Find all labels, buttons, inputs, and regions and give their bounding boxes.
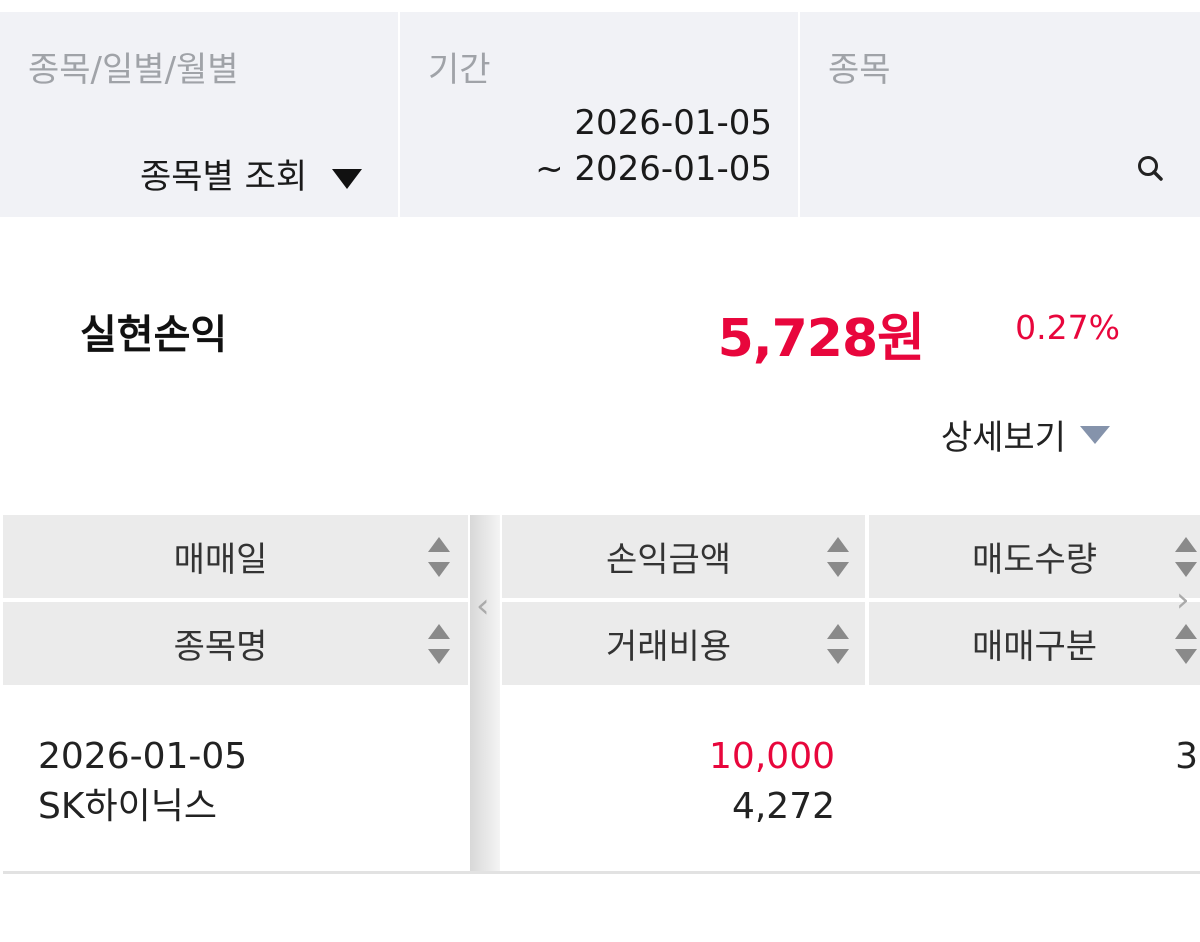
detail-label: 상세보기 — [940, 418, 1066, 458]
header-stock-name[interactable]: 종목명 — [3, 602, 468, 685]
header-trade-type-label: 매매구분 — [971, 627, 1098, 667]
view-type-value: 종목별 조회 — [139, 157, 308, 197]
sort-icon[interactable] — [428, 624, 450, 664]
scroll-right-icon[interactable]: › — [1176, 580, 1190, 620]
trade-date: 2026-01-05 — [38, 736, 248, 777]
header-cost[interactable]: 거래비용 — [502, 602, 865, 685]
period-end: ~ 2026-01-05 — [535, 149, 772, 189]
period-label: 기간 — [428, 50, 491, 90]
stock-label: 종목 — [828, 50, 891, 90]
dropdown-triangle-icon — [332, 168, 362, 189]
search-icon[interactable] — [1136, 154, 1166, 184]
period-filter[interactable]: 기간 2026-01-05 ~ 2026-01-05 — [400, 12, 798, 217]
header-stock-name-label: 종목명 — [173, 627, 268, 667]
detail-toggle[interactable]: 상세보기 — [941, 410, 1110, 459]
sell-qty: 3 — [1175, 736, 1198, 777]
sort-icon[interactable] — [827, 537, 849, 577]
header-sell-qty-label: 매도수량 — [971, 540, 1098, 580]
header-profit-label: 손익금액 — [605, 540, 732, 580]
stock-filter[interactable]: 종목 — [800, 12, 1200, 217]
sort-icon[interactable] — [827, 624, 849, 664]
period-start: 2026-01-05 — [574, 103, 772, 143]
realized-pnl-amount: 5,728원 — [717, 309, 925, 369]
realized-pnl-label: 실현손익 — [80, 312, 228, 358]
realized-pnl-rate: 0.27% — [1015, 308, 1120, 347]
header-trade-date-label: 매매일 — [173, 540, 268, 580]
view-type-label: 종목/일별/월별 — [28, 50, 239, 90]
row-divider — [3, 871, 1200, 874]
header-profit[interactable]: 손익금액 — [502, 515, 865, 598]
header-cost-label: 거래비용 — [605, 627, 732, 667]
scroll-shadow — [470, 515, 500, 872]
sort-icon[interactable] — [428, 537, 450, 577]
trade-cost: 4,272 — [731, 786, 835, 827]
header-sell-qty[interactable]: 매도수량 — [869, 515, 1200, 598]
header-trade-type[interactable]: 매매구분 — [869, 602, 1200, 685]
sort-icon[interactable] — [1175, 537, 1197, 577]
view-type-filter[interactable]: 종목/일별/월별 종목별 조회 — [0, 12, 398, 217]
sort-icon[interactable] — [1175, 624, 1197, 664]
chevron-down-icon — [1080, 425, 1110, 444]
header-trade-date[interactable]: 매매일 — [3, 515, 468, 598]
profit-amount: 10,000 — [709, 736, 835, 777]
scroll-left-icon[interactable]: ‹ — [476, 586, 490, 626]
stock-name: SK하이닉스 — [38, 786, 217, 827]
